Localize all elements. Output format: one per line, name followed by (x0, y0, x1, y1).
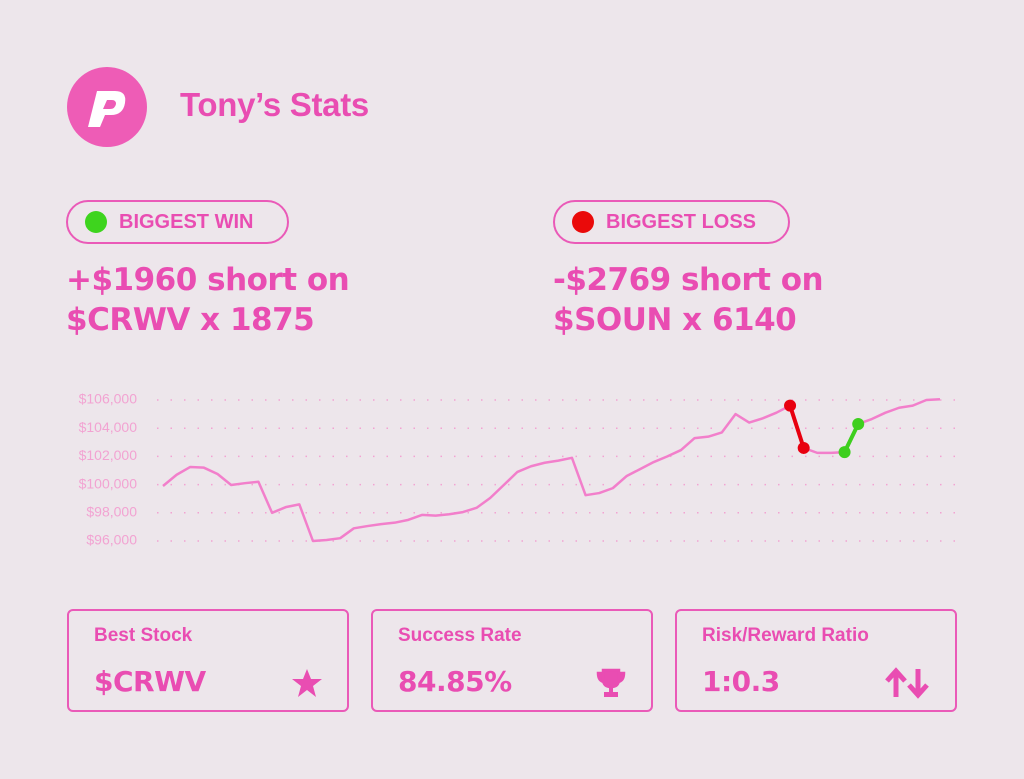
trophy-icon (596, 668, 626, 697)
trade-point (852, 417, 865, 430)
series-line (788, 405, 806, 449)
y-tick-label: $102,000 (79, 447, 138, 463)
win-dot (85, 211, 107, 233)
star-icon (292, 669, 322, 697)
win-line: +$1960 short on (66, 262, 350, 298)
y-tick-label: $100,000 (79, 475, 138, 491)
y-tick-label: $106,000 (79, 391, 138, 407)
stat-card: Best Stock $CRWV (67, 609, 349, 712)
stat-value: 1:0.3 (702, 665, 780, 698)
loss-dot (572, 211, 594, 233)
win-line: $CRWV x 1875 (66, 302, 315, 338)
logo (67, 67, 147, 147)
equity-chart: $96,000 $98,000 $100,000 $102,000 $104,000 $1… (79, 391, 962, 548)
loss-text: -$2769 short on $SOUN x 6140 (553, 260, 824, 340)
trade-point (838, 446, 851, 459)
win-label: BIGGEST WIN (119, 210, 254, 233)
win-pill: BIGGEST WIN (66, 200, 289, 244)
stat-label: Best Stock (94, 625, 193, 646)
y-tick-label: $98,000 (86, 504, 137, 520)
arrows-icon (885, 667, 929, 699)
stat-card: Risk/Reward Ratio 1:0.3 (675, 609, 957, 712)
stat-label: Risk/Reward Ratio (702, 625, 869, 646)
series-line (162, 398, 941, 543)
trade-point (797, 441, 810, 454)
loss-line: -$2769 short on (553, 262, 824, 298)
trade-point (784, 399, 797, 412)
stat-card: Success Rate 84.85% (371, 609, 653, 712)
y-tick-label: $104,000 (79, 419, 138, 435)
loss-pill: BIGGEST LOSS (553, 200, 790, 244)
win-text: +$1960 short on $CRWV x 1875 (66, 260, 350, 340)
page-title: Tony’s Stats (180, 86, 369, 123)
stat-label: Success Rate (398, 625, 522, 646)
y-tick-label: $96,000 (86, 532, 137, 548)
loss-line: $SOUN x 6140 (553, 302, 797, 338)
stat-value: 84.85% (398, 665, 512, 698)
loss-label: BIGGEST LOSS (606, 210, 757, 233)
stat-value: $CRWV (94, 665, 206, 698)
